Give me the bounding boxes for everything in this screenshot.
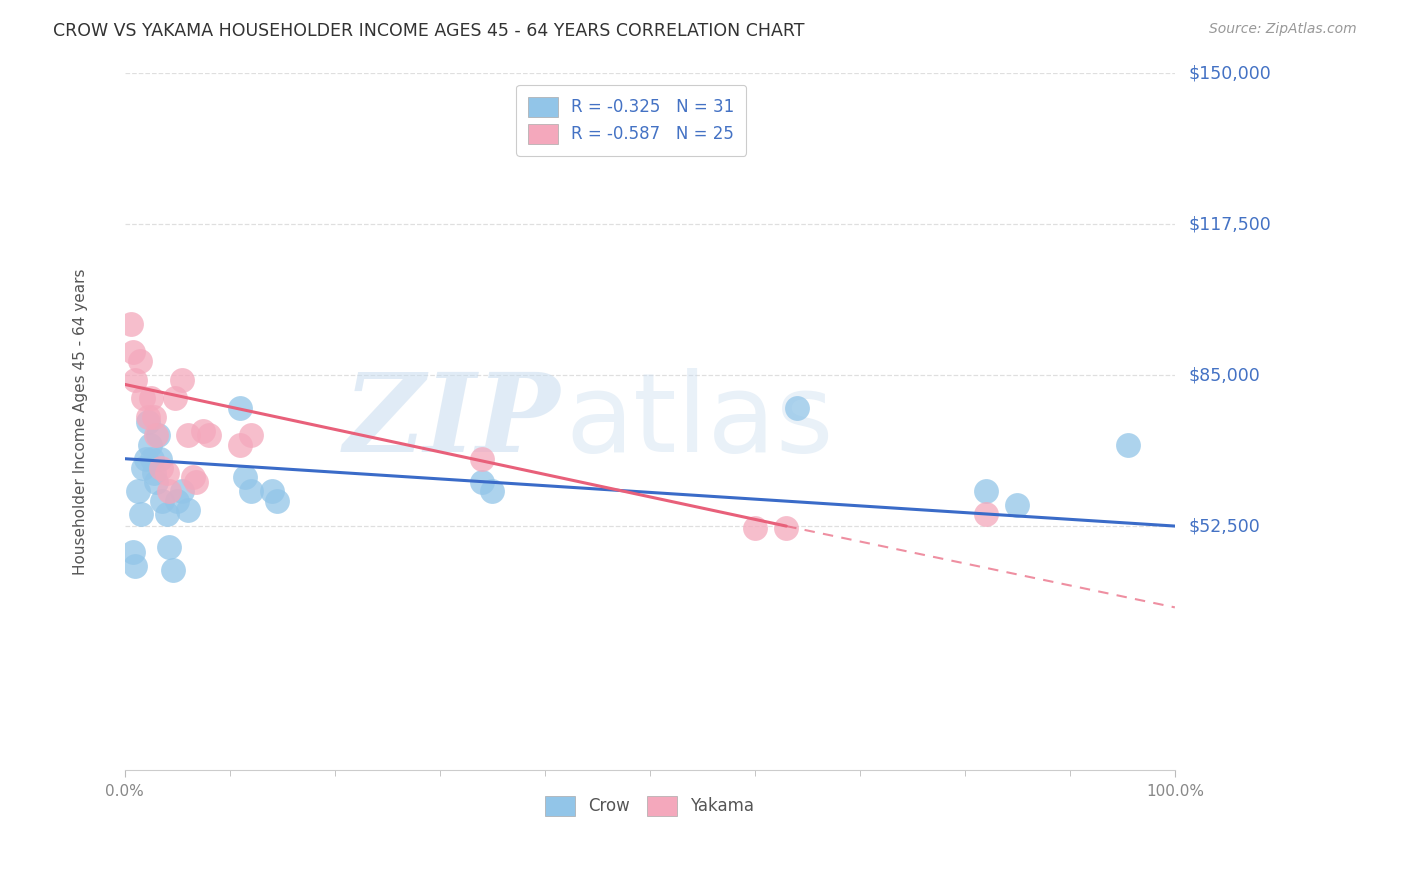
Point <box>197 428 219 442</box>
Point <box>166 493 188 508</box>
Point <box>136 409 159 424</box>
Point <box>233 470 256 484</box>
Point <box>157 484 180 499</box>
Point <box>120 317 142 331</box>
Point <box>471 475 494 489</box>
Point <box>141 451 163 466</box>
Point <box>239 428 262 442</box>
Point <box>129 354 152 368</box>
Point <box>266 493 288 508</box>
Point <box>138 438 160 452</box>
Text: ZIP: ZIP <box>344 368 561 475</box>
Point <box>162 563 184 577</box>
Point <box>149 451 172 466</box>
Point <box>974 508 997 522</box>
Point <box>229 401 252 415</box>
Point <box>122 344 145 359</box>
Point <box>122 544 145 558</box>
Point <box>131 508 153 522</box>
Text: Householder Income Ages 45 - 64 years: Householder Income Ages 45 - 64 years <box>73 268 89 574</box>
Point <box>181 470 204 484</box>
Point <box>471 451 494 466</box>
Point <box>146 428 169 442</box>
Text: CROW VS YAKAMA HOUSEHOLDER INCOME AGES 45 - 64 YEARS CORRELATION CHART: CROW VS YAKAMA HOUSEHOLDER INCOME AGES 4… <box>53 22 804 40</box>
Point <box>172 484 194 499</box>
Text: $85,000: $85,000 <box>1188 366 1261 384</box>
Text: atlas: atlas <box>565 368 834 475</box>
Point <box>127 484 149 499</box>
Legend: Crow, Yakama: Crow, Yakama <box>537 788 762 824</box>
Point <box>142 466 165 480</box>
Point <box>132 392 155 406</box>
Text: Source: ZipAtlas.com: Source: ZipAtlas.com <box>1209 22 1357 37</box>
Point <box>150 493 173 508</box>
Point <box>145 428 167 442</box>
Point <box>193 424 215 438</box>
Point <box>481 484 503 499</box>
Point <box>124 558 146 573</box>
Point <box>150 461 173 475</box>
Point <box>239 484 262 499</box>
Text: $117,500: $117,500 <box>1188 215 1271 233</box>
Point <box>163 392 186 406</box>
Point <box>142 409 165 424</box>
Point <box>136 415 159 429</box>
Point <box>1116 438 1139 452</box>
Point <box>775 521 797 535</box>
Point <box>786 401 808 415</box>
Point <box>260 484 283 499</box>
Text: $150,000: $150,000 <box>1188 64 1271 82</box>
Point <box>176 428 198 442</box>
Point <box>155 466 177 480</box>
Point <box>176 503 198 517</box>
Point <box>744 521 766 535</box>
Point <box>139 392 162 406</box>
Point <box>155 508 177 522</box>
Point <box>172 373 194 387</box>
Point <box>184 475 207 489</box>
Point <box>134 451 156 466</box>
Point <box>145 475 167 489</box>
Point <box>157 540 180 554</box>
Point <box>974 484 997 499</box>
Point <box>124 373 146 387</box>
Point <box>1007 498 1029 512</box>
Text: $52,500: $52,500 <box>1188 517 1261 535</box>
Point <box>229 438 252 452</box>
Point <box>132 461 155 475</box>
